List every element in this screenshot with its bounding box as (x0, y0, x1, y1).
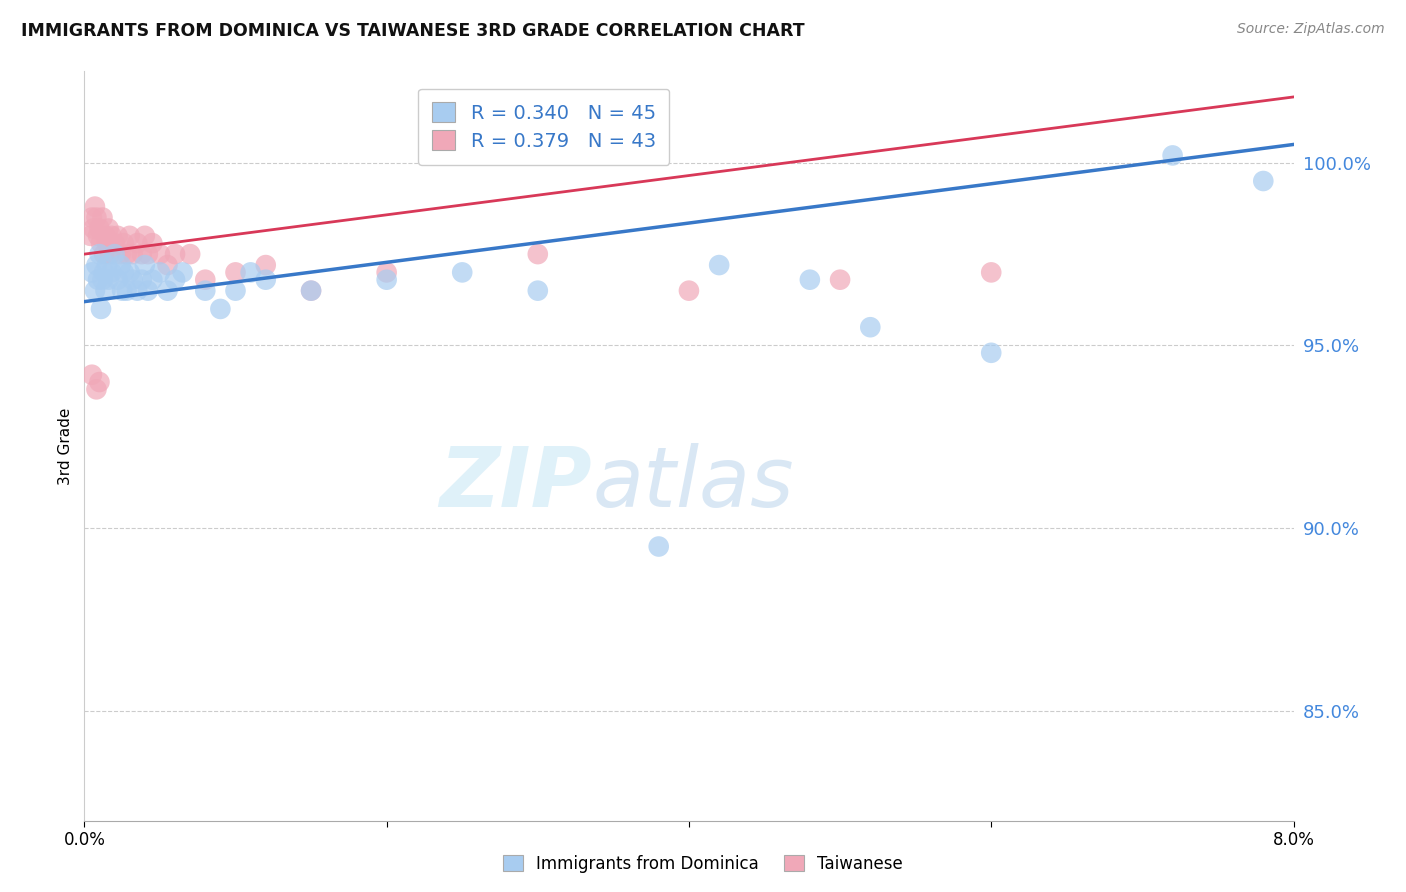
Point (87, 228, 110, 243)
Point (90, 236, 112, 251)
Point (156, 258, 179, 272)
Point (165, 247, 187, 261)
Point (254, 273, 277, 287)
Point (1253, 174, 1275, 188)
Point (225, 265, 247, 279)
Point (115, 284, 138, 298)
Point (91, 273, 114, 287)
Point (107, 228, 129, 243)
Point (89, 247, 111, 261)
Point (96, 258, 118, 272)
Point (225, 284, 247, 298)
Point (799, 273, 821, 287)
Point (194, 284, 217, 298)
Legend: Immigrants from Dominica, Taiwanese: Immigrants from Dominica, Taiwanese (496, 848, 910, 880)
Text: ZIP: ZIP (440, 443, 592, 524)
Point (859, 320, 882, 334)
Point (709, 258, 731, 272)
Point (86, 258, 108, 272)
Point (209, 301, 232, 316)
Point (96, 236, 118, 251)
Point (94, 228, 117, 243)
Point (172, 265, 194, 279)
Point (980, 346, 1002, 360)
Point (678, 284, 700, 298)
Point (97, 273, 120, 287)
Point (118, 228, 141, 243)
Text: Source: ZipAtlas.com: Source: ZipAtlas.com (1237, 22, 1385, 37)
Point (648, 540, 671, 554)
Point (375, 265, 398, 279)
Point (82, 221, 104, 235)
Point (94, 284, 117, 298)
Text: atlas: atlas (592, 443, 794, 524)
Point (127, 236, 149, 251)
Point (100, 265, 122, 279)
Point (110, 247, 132, 261)
Legend: R = 0.340   N = 45, R = 0.379   N = 43: R = 0.340 N = 45, R = 0.379 N = 43 (418, 88, 669, 165)
Point (79, 228, 101, 243)
Point (93, 265, 115, 279)
Point (80, 368, 103, 382)
Point (127, 284, 149, 298)
Point (84, 284, 107, 298)
Point (110, 258, 132, 272)
Point (165, 273, 187, 287)
Point (451, 265, 474, 279)
Point (527, 247, 550, 261)
Point (112, 265, 135, 279)
Point (1161, 148, 1184, 162)
Point (121, 273, 143, 287)
Point (80, 265, 103, 279)
Text: IMMIGRANTS FROM DOMINICA VS TAIWANESE 3RD GRADE CORRELATION CHART: IMMIGRANTS FROM DOMINICA VS TAIWANESE 3R… (21, 22, 804, 40)
Point (136, 284, 159, 298)
Point (141, 273, 163, 287)
Point (100, 228, 122, 243)
Point (86, 382, 108, 396)
Point (299, 284, 322, 298)
Point (149, 247, 172, 261)
Point (87, 273, 110, 287)
Y-axis label: 3rd Grade: 3rd Grade (58, 408, 73, 484)
Point (98, 247, 121, 261)
Point (149, 265, 172, 279)
Point (131, 273, 153, 287)
Point (980, 265, 1002, 279)
Point (90, 301, 112, 316)
Point (121, 247, 143, 261)
Point (118, 265, 141, 279)
Point (89, 375, 111, 389)
Point (104, 236, 127, 251)
Point (107, 273, 129, 287)
Point (375, 273, 398, 287)
Point (84, 200, 107, 214)
Point (527, 284, 550, 298)
Point (115, 247, 138, 261)
Point (97, 221, 120, 235)
Point (134, 258, 156, 272)
Point (136, 247, 159, 261)
Point (194, 273, 217, 287)
Point (86, 211, 108, 225)
Point (239, 265, 262, 279)
Point (80, 211, 103, 225)
Point (141, 236, 163, 251)
Point (111, 284, 134, 298)
Point (112, 236, 135, 251)
Point (830, 273, 852, 287)
Point (131, 247, 153, 261)
Point (134, 228, 156, 243)
Point (299, 284, 322, 298)
Point (104, 247, 127, 261)
Point (156, 284, 179, 298)
Point (93, 247, 115, 261)
Point (179, 247, 201, 261)
Point (89, 221, 111, 235)
Point (254, 258, 277, 272)
Point (91, 211, 114, 225)
